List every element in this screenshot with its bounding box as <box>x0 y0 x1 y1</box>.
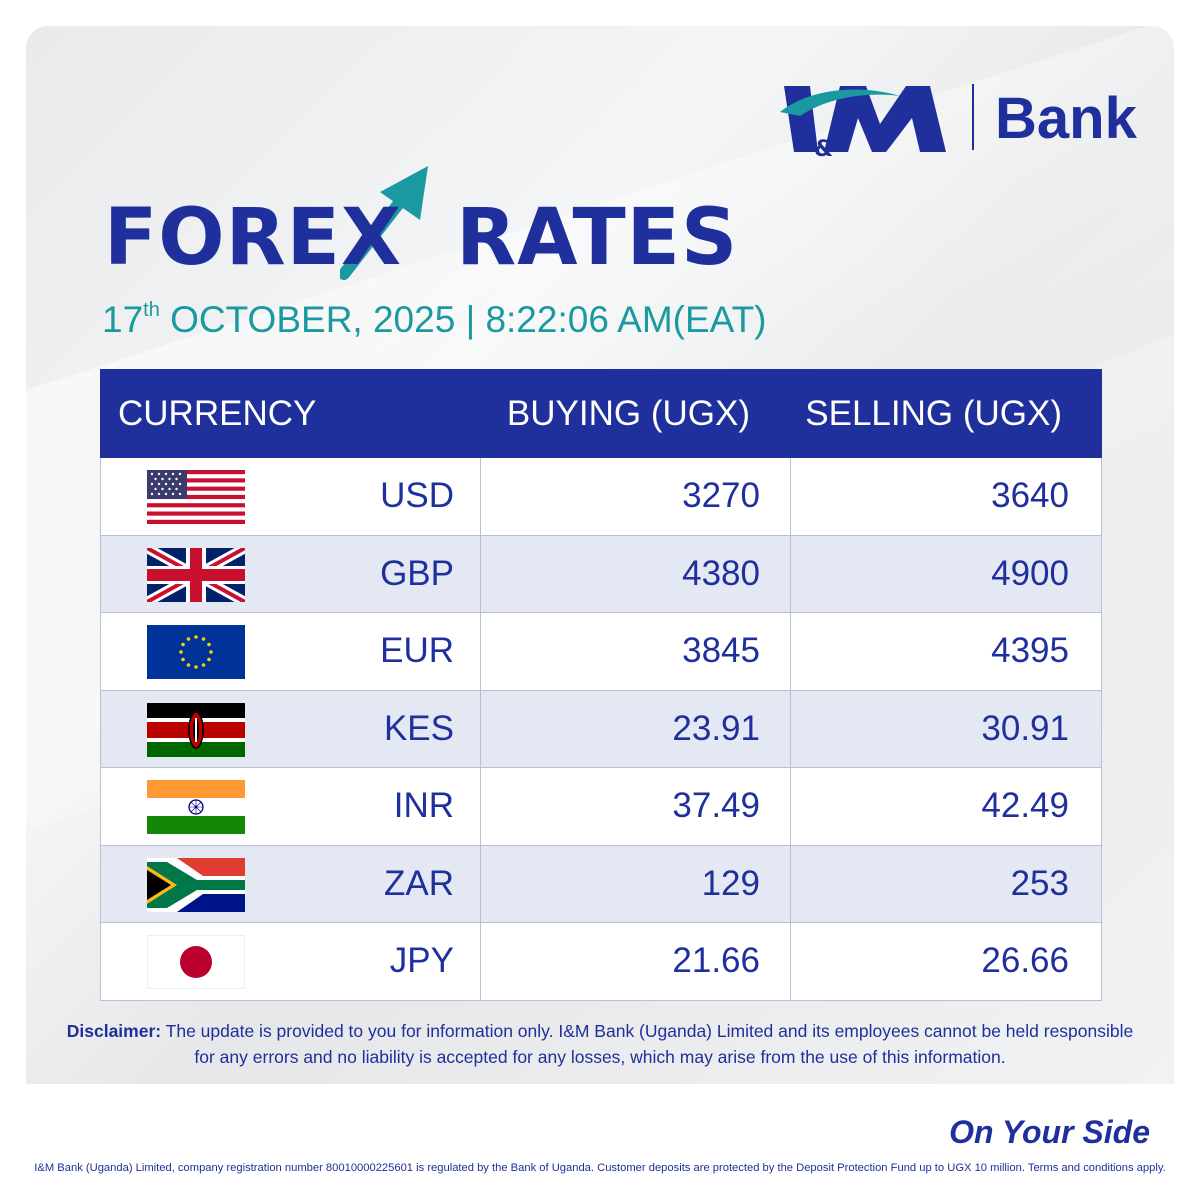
upward-arrow-icon <box>340 166 428 280</box>
selling-rate: 26.66 <box>790 923 1102 1000</box>
japan-flag-icon <box>147 935 245 989</box>
table-row: ZAR 129 253 <box>100 845 1102 923</box>
im-logo-mark-icon: & <box>780 86 946 160</box>
header-selling: SELLING (UGX) <box>805 393 1062 433</box>
selling-rate: 4900 <box>790 535 1102 612</box>
table-row: JPY 21.66 26.66 <box>100 923 1102 1001</box>
table-row: EUR 3845 4395 <box>100 613 1102 691</box>
currency-code: INR <box>393 786 454 826</box>
table-row: INR 37.49 42.49 <box>100 768 1102 846</box>
uk-flag-icon <box>147 547 245 602</box>
india-flag-icon <box>147 780 245 834</box>
header-buying: BUYING (UGX) <box>506 393 750 433</box>
title-x-letter: X <box>340 193 403 283</box>
eu-flag-icon <box>147 625 245 679</box>
date-day: 17 <box>102 299 144 340</box>
disclaimer: Disclaimer: The update is provided to yo… <box>60 1018 1140 1070</box>
currency-code: JPY <box>389 941 454 981</box>
tagline: On Your Side <box>949 1114 1150 1150</box>
forex-rates-table: CURRENCY BUYING (UGX) SELLING (UGX) <box>100 369 1102 1001</box>
date-suffix: th <box>143 299 160 321</box>
south-africa-flag-icon <box>147 857 245 912</box>
disclaimer-label: Disclaimer: <box>66 1021 162 1041</box>
table-row: GBP 4380 4900 <box>100 535 1102 613</box>
header-currency: CURRENCY <box>118 393 317 433</box>
buying-rate: 3270 <box>480 458 790 535</box>
page-title: FOREX RATES <box>104 196 738 280</box>
date-rest: OCTOBER, 2025 | 8:22:06 AM(EAT) <box>159 299 767 340</box>
selling-rate: 4395 <box>790 613 1102 690</box>
logo-bank-word: Bank <box>995 86 1137 151</box>
selling-rate: 30.91 <box>790 690 1102 767</box>
buying-rate: 3845 <box>480 613 790 690</box>
title-forex: FORE <box>104 193 341 283</box>
date-time-stamp: 17th OCTOBER, 2025 | 8:22:06 AM(EAT) <box>102 288 767 342</box>
currency-code: EUR <box>380 631 454 671</box>
usa-flag-icon <box>147 470 245 524</box>
buying-rate: 21.66 <box>480 923 790 1000</box>
currency-code: KES <box>383 708 454 748</box>
title-rates: RATES <box>456 193 739 283</box>
currency-code: ZAR <box>384 863 454 903</box>
svg-text:&: & <box>814 137 833 160</box>
buying-rate: 37.49 <box>480 768 790 845</box>
selling-rate: 42.49 <box>790 768 1102 845</box>
currency-code: GBP <box>380 553 454 593</box>
table-row: USD 3270 3640 <box>100 458 1102 536</box>
table-row: KES 23.91 30.91 <box>100 690 1102 768</box>
disclaimer-text: The update is provided to you for inform… <box>161 1021 1134 1067</box>
regulatory-footer: I&M Bank (Uganda) Limited, company regis… <box>34 1162 1166 1174</box>
selling-rate: 3640 <box>790 458 1102 535</box>
currency-code: USD <box>380 476 454 516</box>
buying-rate: 4380 <box>480 535 790 612</box>
im-bank-logo: & <box>780 78 1160 160</box>
buying-rate: 23.91 <box>480 690 790 767</box>
table-header: CURRENCY BUYING (UGX) SELLING (UGX) <box>100 369 1102 458</box>
logo-divider <box>972 84 974 150</box>
selling-rate: 253 <box>790 845 1102 922</box>
kenya-flag-icon <box>147 702 245 757</box>
buying-rate: 129 <box>480 845 790 922</box>
